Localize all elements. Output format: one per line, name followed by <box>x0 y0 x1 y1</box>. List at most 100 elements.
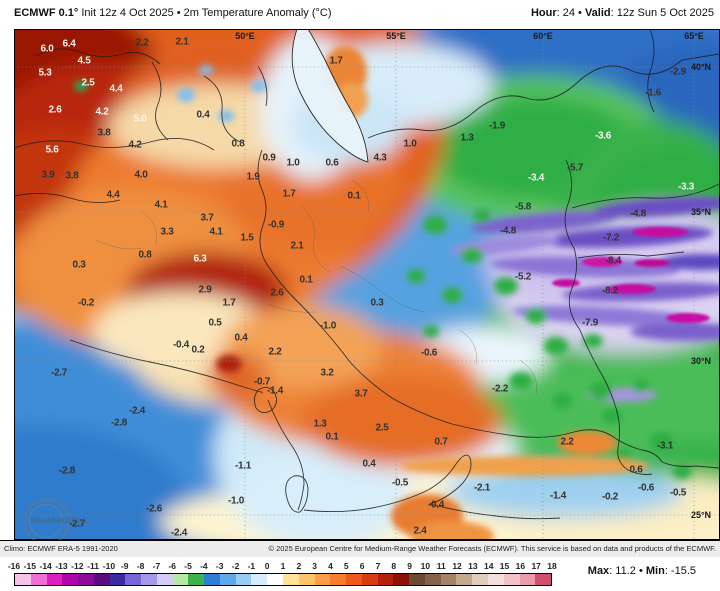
map-value-label: -0.2 <box>77 297 95 309</box>
legend-color-cell <box>377 574 394 585</box>
legend-tick: -2 <box>231 561 240 571</box>
legend-tick: -9 <box>120 561 129 571</box>
latitude-label: 35°N <box>690 207 712 217</box>
legend-color-cell <box>472 574 488 585</box>
legend-color-cell <box>424 574 441 585</box>
min-label: Min <box>645 565 665 577</box>
legend-tick: 8 <box>391 561 397 571</box>
legend-color-cell <box>141 574 157 585</box>
watermark-text: WeatherBELL <box>30 516 88 525</box>
map-value-label: -2.8 <box>58 465 76 477</box>
map-value-label: 6.4 <box>62 38 76 50</box>
map-value-label: 6.3 <box>193 253 207 265</box>
legend-tick: -1 <box>247 561 256 571</box>
legend-color-cell <box>125 574 142 585</box>
map-value-label: 1.0 <box>403 138 417 150</box>
legend-tick: 15 <box>499 561 510 571</box>
map-value-label: 2.1 <box>175 36 189 48</box>
longitude-label: 65°E <box>684 31 704 41</box>
legend-color-cell <box>78 574 94 585</box>
legend-color-cell <box>409 574 425 585</box>
legend-color-cell <box>487 574 504 585</box>
anomaly-field <box>14 29 720 540</box>
legend-tick: 12 <box>452 561 462 571</box>
map-value-label: 0.4 <box>234 332 248 344</box>
map-value-label: 1.7 <box>329 55 343 67</box>
map-value-label: 4.5 <box>77 55 91 67</box>
legend-tick: -10 <box>102 561 116 571</box>
weatherbell-watermark: WeatherBELL <box>24 499 144 540</box>
map-value-label: 3.9 <box>41 169 55 181</box>
map-value-label: -1.4 <box>266 385 284 397</box>
map-value-label: 0.2 <box>191 344 205 356</box>
map-value-label: 0.6 <box>629 464 643 476</box>
map-value-label: 0.8 <box>138 249 152 261</box>
latitude-label: 25°N <box>690 510 712 520</box>
legend-tick: -4 <box>200 561 208 571</box>
copyright-text: © 2025 European Centre for Medium-Range … <box>268 544 716 553</box>
legend-color-cell <box>172 574 189 585</box>
map-value-label: 0.7 <box>434 436 448 448</box>
legend-color-cell <box>46 574 63 585</box>
legend-colorbar <box>14 573 552 586</box>
map-value-label: 4.2 <box>95 106 109 118</box>
map-value-label: -0.7 <box>253 376 271 388</box>
map-value-label: 3.8 <box>97 127 111 139</box>
map-title: ECMWF 0.1° Init 12z 4 Oct 2025 • 2m Temp… <box>14 7 332 19</box>
longitude-label: 60°E <box>533 31 553 41</box>
map-value-label: 1.0 <box>286 157 300 169</box>
map-value-label: 3.8 <box>65 170 79 182</box>
map-value-label: -3.6 <box>594 130 612 142</box>
legend-color-cell <box>30 574 47 585</box>
map-value-label: 1.3 <box>460 132 474 144</box>
map-value-label: 1.7 <box>222 297 236 309</box>
legend-tick: -14 <box>39 561 52 571</box>
legend-color-cell <box>188 574 205 585</box>
map-value-label: -0.2 <box>601 491 619 503</box>
map-value-label: -1.0 <box>319 320 337 332</box>
map-value-label: -1.0 <box>227 495 245 507</box>
legend-color-cell <box>204 574 220 585</box>
map-value-label: 0.8 <box>231 138 245 150</box>
map-value-label: 4.0 <box>134 169 148 181</box>
map-value-label: 5.6 <box>45 144 59 156</box>
legend: -16 -15 -14 -13 -12 -11 -10 -9 -8 -7 -6 -5 -4 -3 -2 -1 0… <box>0 557 720 591</box>
map-value-label: -7.2 <box>602 232 620 244</box>
map-value-label: 6.0 <box>40 43 54 55</box>
legend-tick: -5 <box>184 561 192 571</box>
map-value-label: -5.7 <box>566 162 584 174</box>
legend-tick: 1 <box>280 561 286 571</box>
map-value-label: -1.9 <box>488 120 506 132</box>
map-value-label: 3.3 <box>160 226 174 238</box>
hour-value: : 24 • <box>556 7 585 19</box>
longitude-label: 50°E <box>235 31 255 41</box>
map-value-label: 5.3 <box>38 67 52 79</box>
map-value-label: -2.7 <box>50 367 68 379</box>
map-value-label: 4.3 <box>373 152 387 164</box>
latitude-label: 30°N <box>690 356 712 366</box>
legend-color-cell <box>283 574 299 585</box>
map-value-label: 1.3 <box>313 418 327 430</box>
legend-tick: 11 <box>436 561 446 571</box>
legend-color-cell <box>330 574 347 585</box>
legend-tick: -13 <box>55 561 68 571</box>
legend-tick: 14 <box>483 561 494 571</box>
map-value-label: -8.2 <box>601 285 619 297</box>
attribution-strip: Climo: ECMWF ERA-5 1991-2020 © 2025 Euro… <box>0 540 720 557</box>
map-value-label: 2.2 <box>268 346 282 358</box>
map-value-label: 0.4 <box>196 109 210 121</box>
legend-ticks: -16 -15 -14 -13 -12 -11 -10 -9 -8 -7 -6 -5 -4 -3 -2 -1 0… <box>8 561 557 571</box>
map-value-label: -0.5 <box>669 487 687 499</box>
map-value-label: -5.2 <box>514 271 532 283</box>
map-value-label: -2.6 <box>145 503 163 515</box>
map-value-label: -8.4 <box>604 255 622 267</box>
legend-color-cell <box>440 574 457 585</box>
map-value-label: -2.9 <box>669 66 687 78</box>
valid-label: Valid <box>584 7 611 19</box>
legend-tick: 13 <box>468 561 478 571</box>
legend-tick: 9 <box>407 561 412 571</box>
map-label-layer: 6.0 6.4 4.5 5.3 2.5 4.4 2.6 4.2 5.0 2.2 2.1 1.7 0.4 3… <box>14 29 720 540</box>
map-value-label: -2.7 <box>68 518 86 530</box>
map-value-label: -2.2 <box>491 383 509 395</box>
map-value-label: 2.4 <box>413 525 427 537</box>
